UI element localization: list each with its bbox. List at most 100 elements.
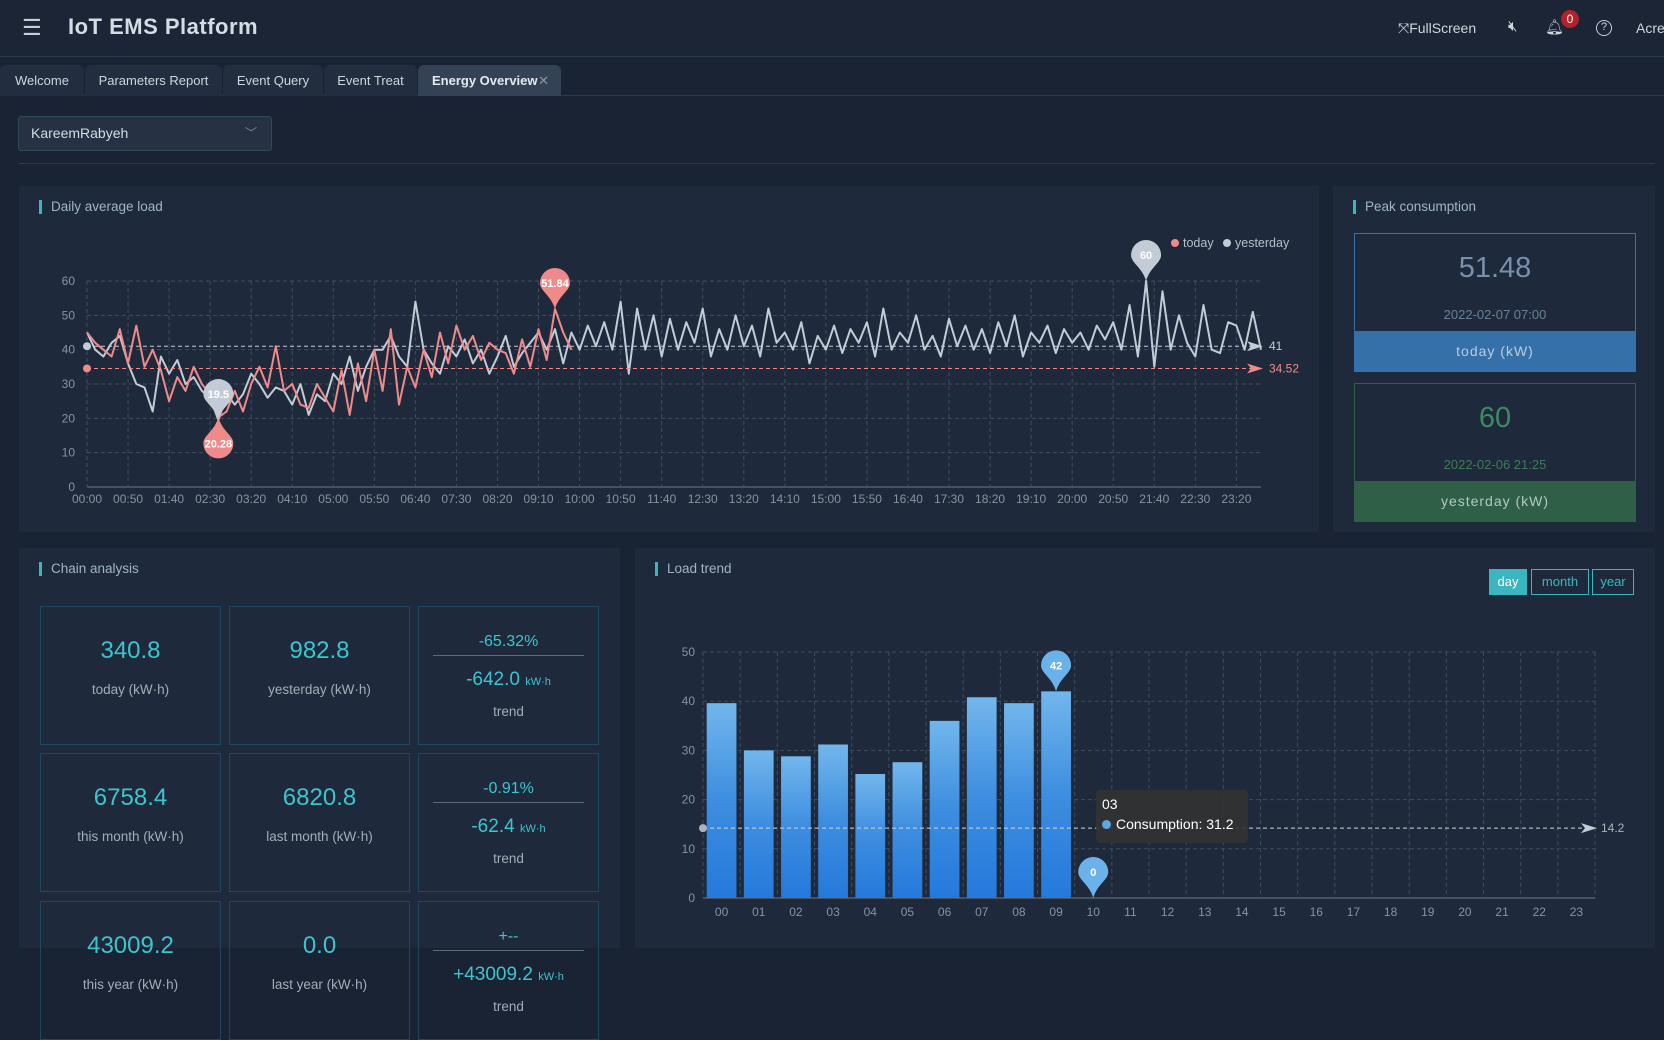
series-dot-icon — [1102, 820, 1111, 829]
x-tick-label: 05:00 — [318, 492, 348, 506]
x-tick-label: 14:10 — [770, 492, 800, 506]
y-tick-label: 30 — [682, 743, 696, 757]
legend-yesterday-marker — [1223, 239, 1231, 247]
yesterday-average-label: 41 — [1269, 339, 1283, 353]
x-tick-label: 20:00 — [1057, 492, 1087, 506]
x-tick-label: 10:50 — [606, 492, 636, 506]
y-tick-label: 40 — [62, 343, 76, 357]
x-tick-label: 06 — [938, 905, 952, 919]
user-menu[interactable]: Acre — [1636, 20, 1664, 36]
bar — [855, 774, 886, 898]
tab-event-treat[interactable]: Event Treat — [324, 65, 417, 96]
trend-unit: kW·h — [525, 676, 551, 688]
chain-cell-trend: +-- +43009.2 kW·h trend — [418, 901, 599, 1040]
y-tick-label: 20 — [682, 793, 696, 807]
chain-cell-previous: 982.8 yesterday (kW·h) — [229, 606, 410, 745]
x-tick-label: 05:50 — [359, 492, 389, 506]
yesterday-max-label: 60 — [1140, 250, 1152, 262]
range-year-button[interactable]: year — [1592, 569, 1634, 595]
mute-icon[interactable]: 🔇︎ — [1508, 18, 1518, 35]
x-tick-label: 10:00 — [565, 492, 595, 506]
tab-welcome[interactable]: Welcome — [0, 65, 84, 96]
x-tick-label: 22 — [1533, 905, 1547, 919]
previous-value: 982.8 — [289, 637, 350, 664]
x-tick-label: 21 — [1495, 905, 1509, 919]
x-tick-label: 08 — [1012, 905, 1026, 919]
x-tick-label: 18 — [1384, 905, 1398, 919]
x-tick-label: 18:20 — [975, 492, 1005, 506]
chain-cell-trend: -0.91% -62.4 kW·h trend — [418, 753, 599, 892]
x-tick-label: 08:20 — [482, 492, 512, 506]
y-tick-label: 50 — [682, 645, 696, 659]
today-series-line — [86, 308, 573, 419]
x-tick-label: 07 — [975, 905, 989, 919]
x-tick-label: 16:40 — [893, 492, 923, 506]
bar — [966, 697, 997, 898]
site-select[interactable]: KareemRabyeh ﹀ — [18, 116, 272, 151]
chart-tooltip: 03 Consumption: 31.2 — [1096, 790, 1248, 843]
yesterday-series-line — [86, 280, 1262, 422]
bar — [892, 762, 923, 898]
trend-percent: -65.32% — [433, 633, 584, 656]
legend-today-marker — [1171, 239, 1179, 247]
yesterday-average-arrow — [1247, 341, 1263, 352]
panel-title: Peak consumption — [1353, 200, 1476, 214]
x-tick-label: 23 — [1570, 905, 1584, 919]
peak-yesterday-card: 60 2022-02-06 21:25 yesterday (kW) — [1354, 383, 1636, 522]
x-tick-label: 15 — [1272, 905, 1286, 919]
range-day-button[interactable]: day — [1489, 569, 1527, 595]
bar — [818, 744, 848, 898]
today-min-pin — [203, 417, 234, 459]
chain-cell-trend: -65.32% -642.0 kW·h trend — [418, 606, 599, 745]
x-tick-label: 12 — [1161, 905, 1175, 919]
load-trend-panel: Load trend day month year 0 10 20 30 40 50 00 0… — [635, 548, 1655, 948]
fullscreen-icon: ⤧ — [1398, 20, 1410, 36]
current-label: this year (kW·h) — [82, 977, 179, 992]
y-tick-label: 30 — [62, 377, 76, 391]
trend-percent: -0.91% — [433, 780, 584, 803]
trend-diff: -62.4 — [471, 816, 515, 837]
close-tab-icon[interactable]: ✕ — [538, 73, 549, 88]
y-tick-label: 50 — [62, 308, 76, 322]
bell-icon[interactable]: 🔔︎ — [1545, 19, 1565, 36]
x-tick-label: 20 — [1458, 905, 1472, 919]
range-month-button[interactable]: month — [1531, 569, 1589, 595]
daily-load-panel: Daily average load 0 10 20 30 40 50 60 00:00 00:… — [19, 186, 1319, 532]
trend-label: trend — [493, 999, 524, 1014]
y-tick-label: 20 — [62, 411, 76, 425]
trend-label: trend — [493, 704, 524, 719]
peak-panel: Peak consumption 51.48 2022-02-07 07:00 … — [1333, 186, 1655, 532]
top-header: ☰ IoT EMS Platform ⤧FullScreen 🔇︎ 🔔︎ 0 ?… — [0, 0, 1664, 57]
x-tick-label: 06:40 — [400, 492, 430, 506]
previous-label: yesterday (kW·h) — [268, 682, 371, 697]
previous-value: 0.0 — [302, 932, 337, 959]
help-icon[interactable]: ? — [1596, 20, 1612, 36]
x-tick-label: 15:50 — [852, 492, 882, 506]
panel-title: Daily average load — [39, 200, 163, 214]
tab-parameters-report[interactable]: Parameters Report — [85, 65, 222, 96]
tab-event-query[interactable]: Event Query — [223, 65, 323, 96]
x-tick-label: 00:00 — [72, 492, 102, 506]
x-tick-label: 11 — [1124, 905, 1137, 919]
today-average-label: 34.52 — [1269, 361, 1299, 375]
daily-load-chart: 0 10 20 30 40 50 60 00:00 00:50 01:40 02:30 03:20 04… — [62, 236, 1300, 506]
tab-label: Energy Overview — [432, 73, 538, 88]
x-tick-label: 03 — [826, 905, 840, 919]
y-tick-label: 40 — [682, 694, 696, 708]
tab-energy-overview[interactable]: Energy Overview ✕ — [418, 65, 561, 96]
tooltip-title: 03 — [1102, 796, 1118, 812]
x-tick-label: 13:20 — [729, 492, 759, 506]
peak-yesterday-label: yesterday (kW) — [1354, 481, 1636, 522]
average-label: 14.2 — [1601, 821, 1625, 835]
bar — [706, 703, 737, 898]
legend-today-label: today — [1183, 236, 1214, 250]
tooltip-label: Consumption: 31.2 — [1116, 816, 1234, 832]
x-tick-label: 19 — [1421, 905, 1435, 919]
previous-label: last month (kW·h) — [266, 829, 373, 844]
fullscreen-button[interactable]: ⤧FullScreen — [1398, 20, 1476, 37]
chain-cell-current: 340.8 today (kW·h) — [40, 606, 221, 745]
bar — [1041, 691, 1071, 898]
x-tick-label: 07:30 — [441, 492, 471, 506]
x-tick-label: 10 — [1087, 905, 1101, 919]
menu-toggle-icon[interactable]: ☰ — [22, 15, 42, 40]
